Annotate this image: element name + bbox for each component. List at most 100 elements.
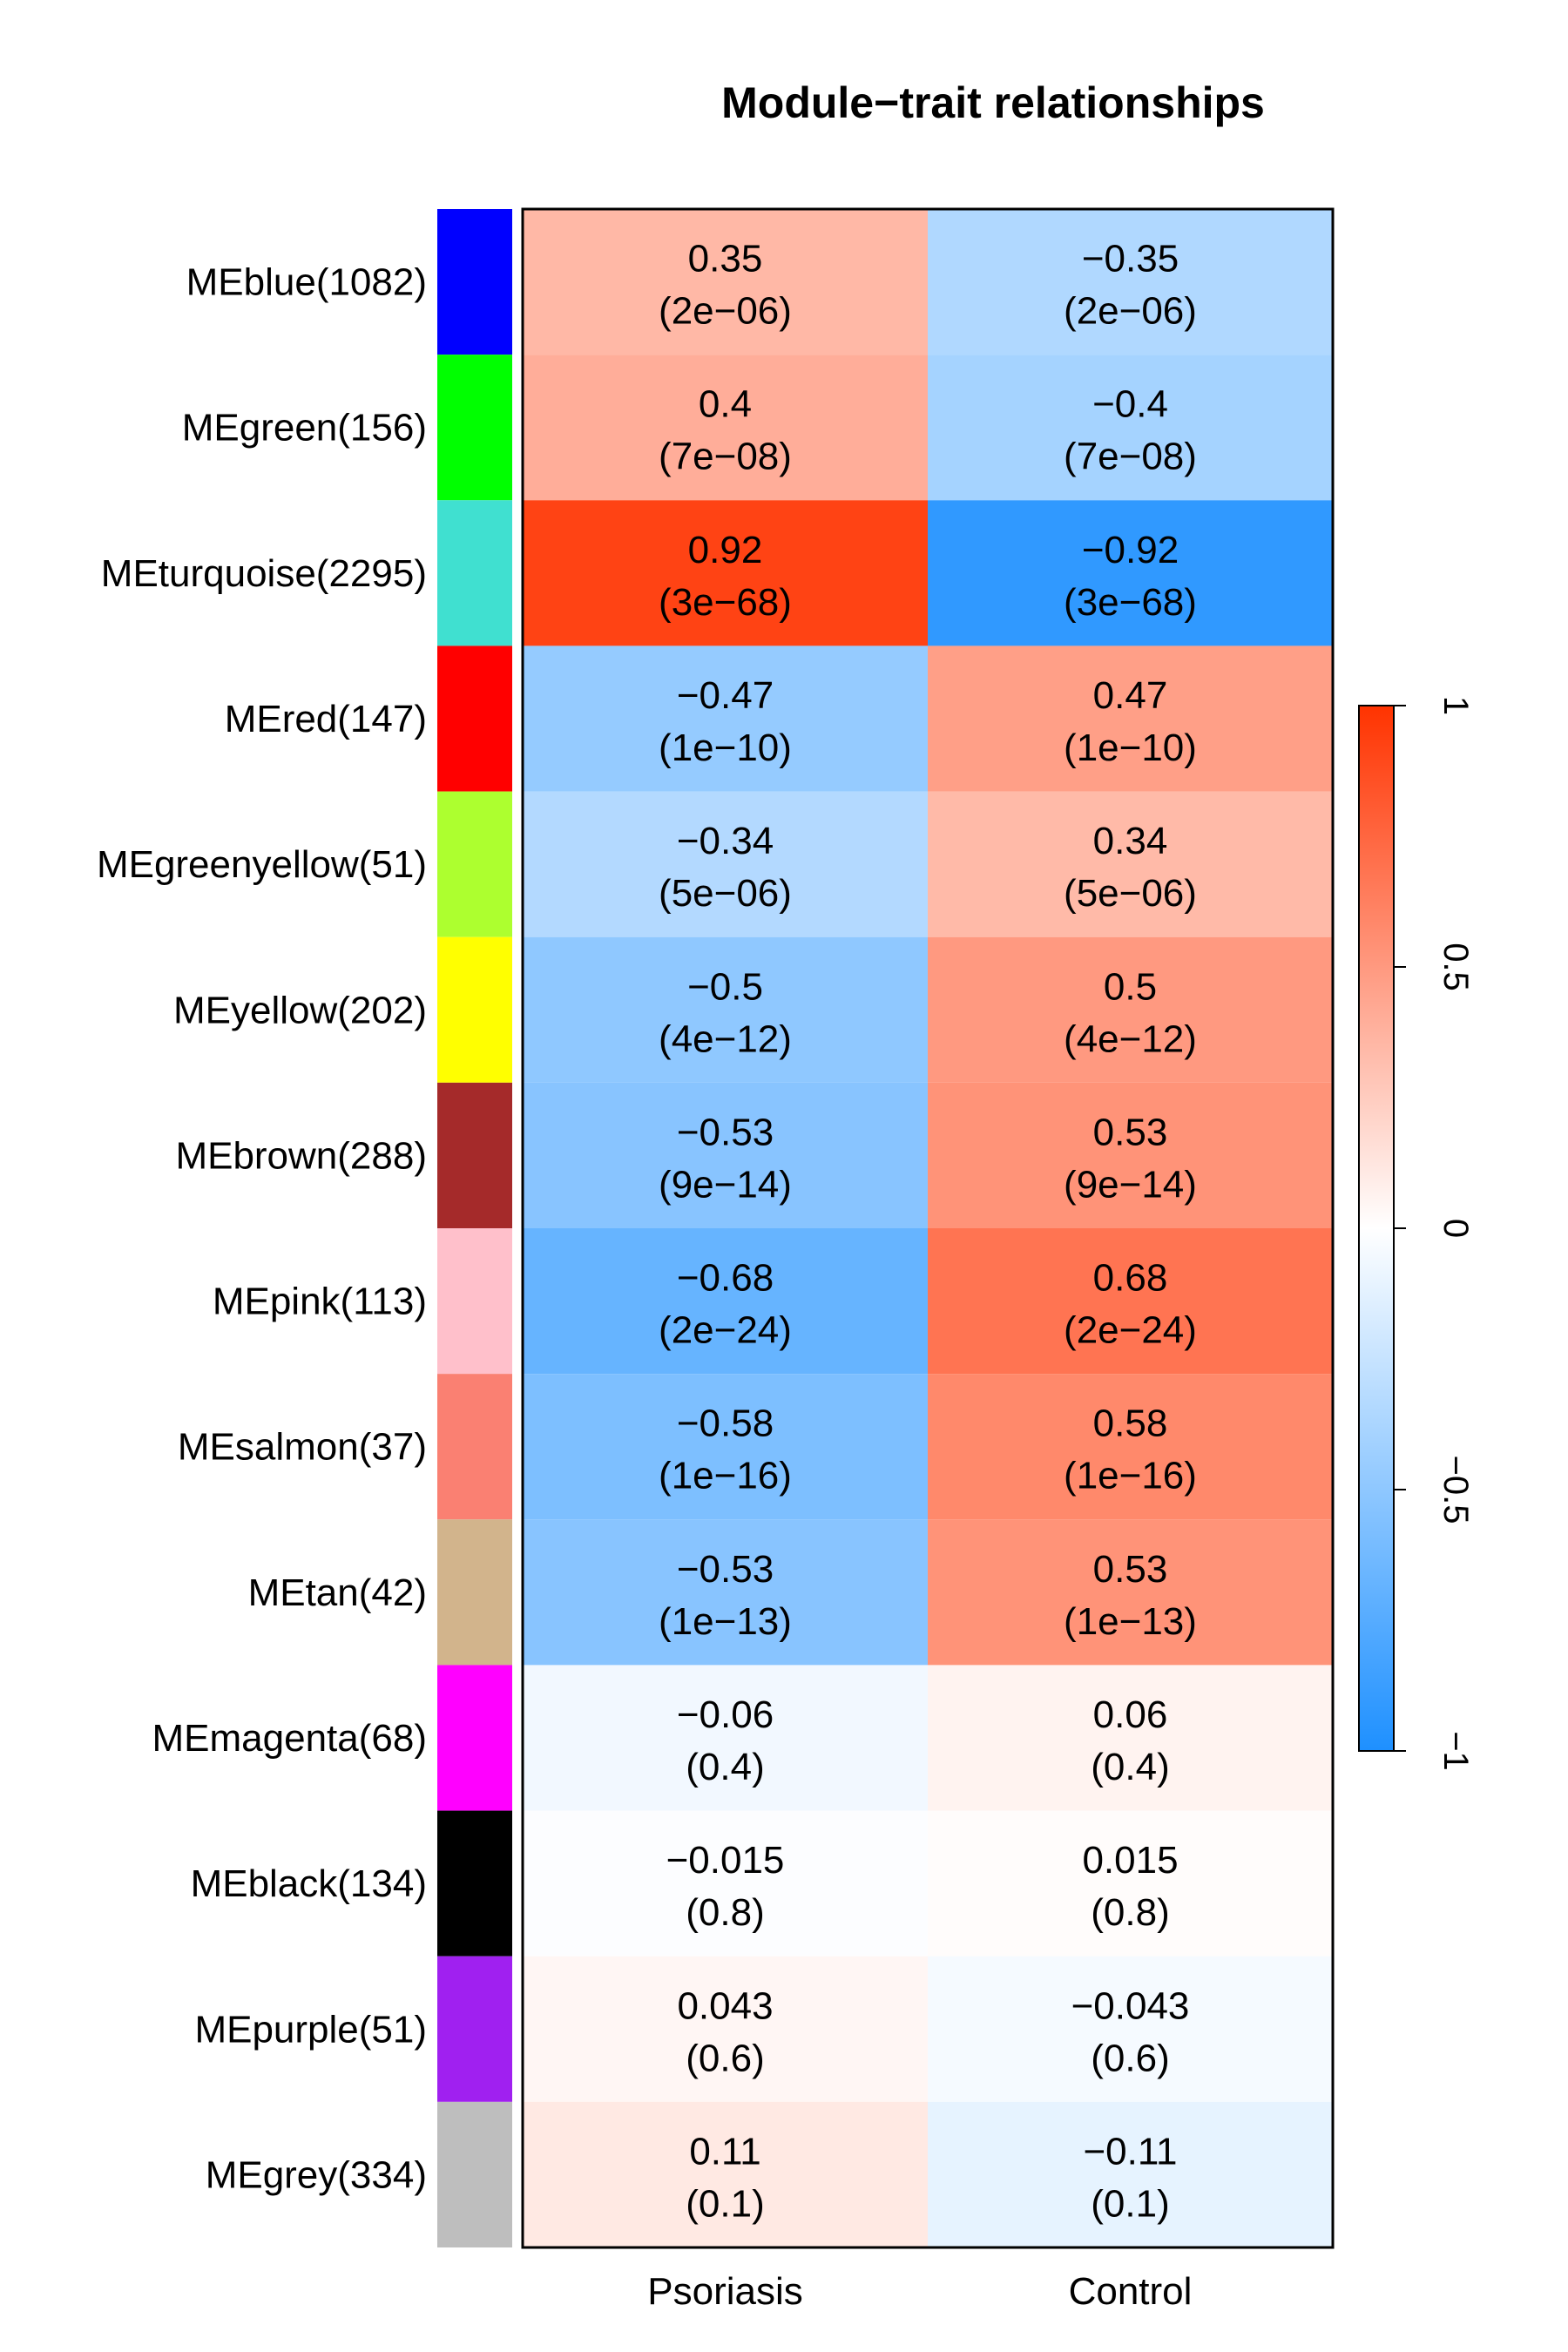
heatmap-cell — [523, 645, 928, 792]
row-label: MEmagenta(68) — [152, 1717, 427, 1760]
cell-correlation-label: 0.35 — [688, 238, 763, 280]
color-scale-tick-label: 0 — [1436, 1219, 1475, 1238]
cell-correlation-label: −0.53 — [677, 1548, 774, 1591]
cell-correlation-label: −0.47 — [677, 674, 774, 717]
module-color-swatch — [437, 791, 512, 937]
heatmap-cells: 0.35 (2e−06) −0.35 (2e−06) 0.4 (7e−08) −0.4 (7e… — [523, 209, 1333, 2247]
cell-correlation-label: −0.53 — [677, 1111, 774, 1153]
heatmap-cell — [928, 1519, 1333, 1666]
cell-correlation-label: 0.53 — [1093, 1548, 1168, 1591]
heatmap-cell — [523, 1228, 928, 1375]
row-label: MEturquoise(2295) — [101, 552, 427, 595]
heatmap-cell — [523, 500, 928, 646]
heatmap-cell — [523, 355, 928, 501]
heatmap-cell — [523, 1082, 928, 1228]
cell-correlation-label: 0.4 — [699, 383, 752, 426]
cell-pvalue-label: (0.8) — [1091, 1891, 1169, 1934]
heatmap-cell — [928, 2101, 1333, 2247]
module-color-swatch — [437, 645, 512, 792]
cell-pvalue-label: (2e−24) — [1064, 1309, 1197, 1352]
heatmap-cell — [523, 1956, 928, 2102]
column-label: Control — [1069, 2270, 1193, 2313]
row-label: MEsalmon(37) — [178, 1426, 427, 1469]
heatmap-cell — [928, 1082, 1333, 1228]
row-label: MEyellow(202) — [173, 989, 427, 1031]
heatmap-cell — [928, 791, 1333, 937]
cell-correlation-label: −0.11 — [1083, 2130, 1177, 2173]
cell-correlation-label: 0.68 — [1093, 1257, 1168, 1300]
cell-pvalue-label: (1e−13) — [1064, 1600, 1197, 1643]
cell-pvalue-label: (2e−06) — [1064, 290, 1197, 333]
heatmap-cell — [928, 1810, 1333, 1957]
color-scale-tick-label: −0.5 — [1436, 1456, 1475, 1524]
row-label: MEgreenyellow(51) — [97, 843, 427, 886]
heatmap-cell — [523, 1665, 928, 1811]
heatmap-border — [521, 207, 1335, 2249]
heatmap-cell — [928, 936, 1333, 1083]
module-color-swatch — [437, 936, 512, 1083]
cell-correlation-label: −0.68 — [677, 1257, 774, 1300]
heatmap-cell — [928, 209, 1333, 355]
cell-correlation-label: 0.5 — [1104, 965, 1157, 1008]
chart-title: Module−trait relationships — [721, 78, 1265, 127]
module-color-swatch — [437, 1082, 512, 1228]
row-label: MEblack(134) — [191, 1862, 427, 1905]
cell-pvalue-label: (4e−12) — [659, 1017, 792, 1060]
color-scale-tick-label: 0.5 — [1436, 943, 1475, 991]
heatmap-cell — [523, 1519, 928, 1666]
cell-correlation-label: 0.58 — [1093, 1402, 1168, 1445]
cell-pvalue-label: (0.1) — [1091, 2182, 1169, 2225]
heatmap-cell — [523, 791, 928, 937]
heatmap-cell — [928, 645, 1333, 792]
cell-correlation-label: −0.4 — [1092, 383, 1168, 426]
row-label: MEgrey(334) — [206, 2153, 427, 2196]
row-label: MEpink(113) — [213, 1281, 427, 1323]
cell-correlation-label: 0.06 — [1093, 1693, 1168, 1736]
cell-pvalue-label: (0.6) — [1091, 2037, 1169, 2079]
cell-pvalue-label: (1e−10) — [659, 727, 792, 769]
module-color-swatch — [437, 209, 512, 355]
heatmap-cell — [928, 500, 1333, 646]
row-label: MEtan(42) — [248, 1571, 427, 1614]
cell-pvalue-label: (0.4) — [1091, 1746, 1169, 1788]
cell-pvalue-label: (5e−06) — [1064, 872, 1197, 915]
row-label: MEred(147) — [225, 698, 427, 740]
row-label: MEblue(1082) — [186, 261, 427, 304]
cell-correlation-label: −0.35 — [1082, 238, 1179, 280]
cell-pvalue-label: (2e−06) — [659, 290, 792, 333]
heatmap-cell — [928, 1374, 1333, 1520]
cell-pvalue-label: (5e−06) — [659, 872, 792, 915]
cell-correlation-label: −0.06 — [677, 1693, 774, 1736]
cell-pvalue-label: (3e−68) — [659, 581, 792, 624]
cell-correlation-label: 0.92 — [688, 529, 763, 571]
module-color-swatch — [437, 1665, 512, 1811]
cell-pvalue-label: (9e−14) — [1064, 1163, 1197, 1206]
cell-correlation-label: −0.34 — [677, 820, 774, 862]
heatmap-cell — [928, 1956, 1333, 2102]
heatmap-cell — [928, 1665, 1333, 1811]
column-labels: Psoriasis Control — [647, 2270, 1192, 2313]
module-color-swatch — [437, 1956, 512, 2102]
color-scale-legend: −1 −0.5 0 0.5 1 — [1358, 696, 1475, 1771]
cell-pvalue-label: (0.4) — [686, 1746, 764, 1788]
heatmap-cell — [523, 1810, 928, 1957]
cell-correlation-label: −0.043 — [1071, 1984, 1190, 2027]
module-color-strip — [437, 209, 512, 2247]
heatmap-cell — [523, 2101, 928, 2247]
row-label: MEbrown(288) — [175, 1134, 427, 1177]
cell-correlation-label: −0.92 — [1082, 529, 1179, 571]
cell-pvalue-label: (7e−08) — [1064, 436, 1197, 478]
cell-correlation-label: 0.53 — [1093, 1111, 1168, 1153]
cell-pvalue-label: (0.8) — [686, 1891, 764, 1934]
cell-pvalue-label: (2e−24) — [659, 1309, 792, 1352]
cell-correlation-label: 0.47 — [1093, 674, 1168, 717]
module-color-swatch — [437, 1519, 512, 1666]
row-labels: MEblue(1082) MEgreen(156) MEturquoise(2295… — [97, 261, 427, 2197]
cell-correlation-label: −0.58 — [677, 1402, 774, 1445]
module-color-swatch — [437, 355, 512, 501]
column-label: Psoriasis — [647, 2270, 803, 2313]
cell-pvalue-label: (1e−16) — [1064, 1455, 1197, 1497]
heatmap-cell — [523, 1374, 928, 1520]
color-scale-bar — [1358, 705, 1395, 1752]
